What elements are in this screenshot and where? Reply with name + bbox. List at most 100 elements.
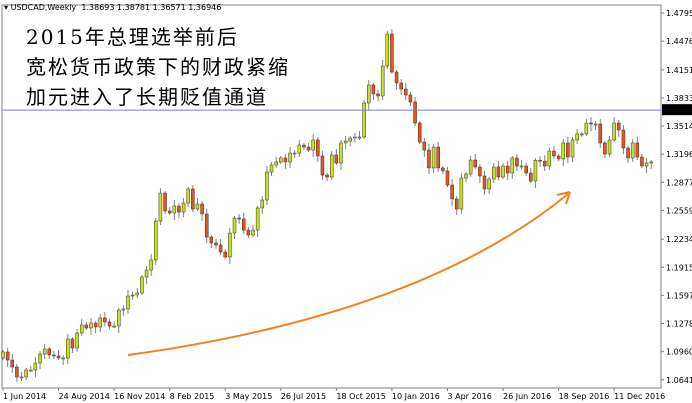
candle <box>561 138 565 166</box>
candle-body-bull <box>311 139 315 151</box>
candle <box>621 124 626 155</box>
candle <box>362 99 366 139</box>
candle <box>454 195 459 216</box>
candle-body-bull <box>464 173 468 179</box>
candle-body-bull <box>339 142 343 164</box>
trend-arrow <box>127 191 571 356</box>
candle-body-bull <box>79 324 84 334</box>
bid-line-group: 1.36946 <box>2 104 692 116</box>
candle <box>431 144 436 173</box>
dropdown-triangle-icon[interactable]: ▾ <box>4 3 11 12</box>
arrowhead-icon <box>556 191 571 205</box>
candle <box>575 128 579 144</box>
candle-body-bull <box>644 162 649 167</box>
candle <box>380 59 385 101</box>
candle-body-bull <box>385 33 390 67</box>
candle-body-bear <box>441 167 445 172</box>
candle-body-bull <box>135 292 140 296</box>
candle-body-bear <box>473 159 478 168</box>
candle-body-bear <box>316 139 320 157</box>
candle <box>635 136 640 161</box>
candle-body-bull <box>186 188 190 204</box>
candle <box>52 350 56 359</box>
candle <box>24 367 28 380</box>
candle-body-bull <box>33 362 38 371</box>
candle <box>607 135 612 158</box>
candle-body-bull <box>1 351 5 359</box>
annotation-line-3: 加元进入了长期贬值通道 <box>26 85 268 109</box>
x-axis: 1 Jun 2014 24 Aug 2014 16 Nov 2014 8 Feb 20… <box>2 388 665 401</box>
candle <box>348 136 352 147</box>
candle-body-bear <box>376 93 380 97</box>
candle <box>84 321 89 330</box>
candle-body-bear <box>589 122 593 125</box>
candle-body-bear <box>302 144 306 148</box>
candle <box>376 89 380 102</box>
candle-body-bear <box>524 165 528 174</box>
candle <box>589 117 593 131</box>
candle-body-bear <box>454 198 459 210</box>
candle-body-bull <box>468 159 473 175</box>
candle <box>144 266 149 285</box>
chart-header: ▾ USDCAD,Weekly 1.38693 1.38781 1.36571 … <box>4 3 221 12</box>
candle-body-bull <box>580 133 584 136</box>
y-tick-label: 1.22340 <box>666 235 692 244</box>
candle <box>265 166 269 206</box>
candle <box>371 82 376 100</box>
candle <box>626 146 630 163</box>
candle-body-bull <box>149 259 153 271</box>
candle <box>61 354 65 365</box>
candle <box>496 160 501 180</box>
candle <box>251 225 255 237</box>
candle <box>195 197 200 212</box>
candle <box>367 79 371 110</box>
candle <box>186 186 190 208</box>
candle <box>292 150 297 159</box>
x-tick-label: 8 Feb 2015 <box>170 392 215 401</box>
candle-body-bear <box>5 351 10 361</box>
candle-body-bull <box>130 294 135 297</box>
candle <box>121 304 126 317</box>
candle <box>404 83 408 101</box>
candle <box>149 253 153 277</box>
candle-body-bull <box>487 178 491 190</box>
candle <box>482 171 487 195</box>
candle-body-bear <box>246 229 251 236</box>
candle <box>617 120 621 137</box>
x-tick-label: 16 Nov 2014 <box>114 392 165 401</box>
candle-body-bear <box>103 317 107 323</box>
candle-body-bear <box>417 122 422 143</box>
candle-body-bull <box>297 144 302 154</box>
candle <box>325 173 329 181</box>
candle-body-bear <box>478 166 482 177</box>
candle-body-bull <box>547 150 552 167</box>
y-tick-label: 1.44765 <box>666 37 692 46</box>
candle-body-bear <box>399 82 403 90</box>
x-tick-label: 26 Jul 2015 <box>281 392 326 401</box>
x-tick-label: 26 Jun 2016 <box>503 392 551 401</box>
candle-body-bull <box>362 102 366 138</box>
candle-body-bull <box>459 177 464 210</box>
candle <box>177 203 181 219</box>
candle-body-bull <box>66 338 70 359</box>
candle-body-bear <box>163 192 167 212</box>
y-tick-label: 1.09600 <box>666 348 692 357</box>
candle <box>487 177 491 194</box>
candle <box>204 208 209 244</box>
candle-body-bull <box>24 369 28 378</box>
candle <box>515 153 519 172</box>
y-tick-label: 1.06415 <box>666 376 692 385</box>
candle-body-bull <box>61 357 65 360</box>
candle <box>408 92 413 107</box>
candle-body-bear <box>542 160 547 167</box>
candle <box>441 165 445 174</box>
candle <box>580 131 584 137</box>
candle-body-bear <box>450 184 454 200</box>
candle <box>38 351 42 370</box>
candle-body-bear <box>204 213 209 238</box>
candle-body-bull <box>348 137 352 142</box>
candle-body-bull <box>367 84 371 104</box>
candle <box>66 334 70 364</box>
bid-price-label: 1.36946 <box>664 106 692 115</box>
candle-body-bear <box>47 348 52 356</box>
